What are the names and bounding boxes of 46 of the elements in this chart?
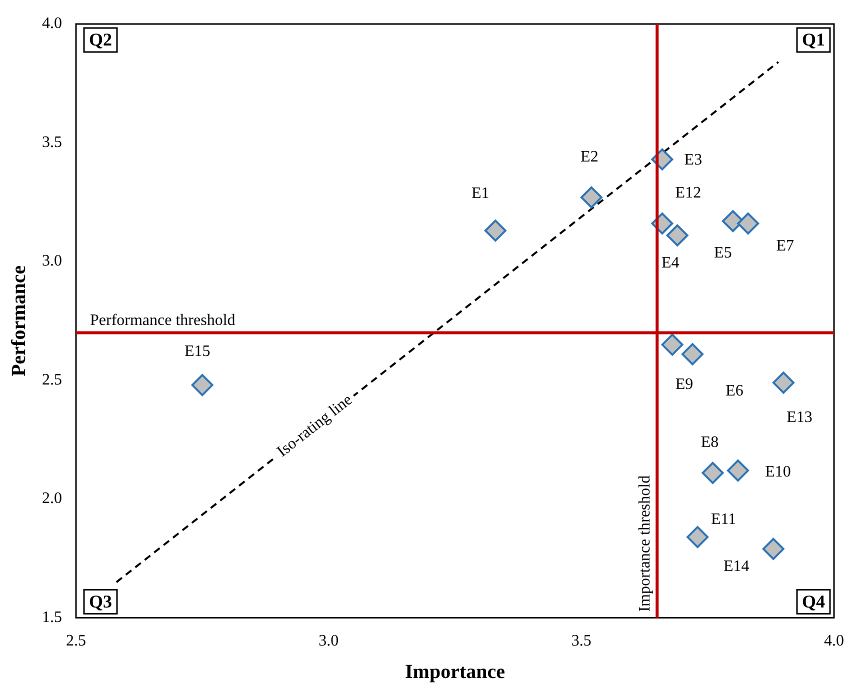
ref-line-label: Performance threshold [90, 312, 236, 329]
point [580, 186, 602, 208]
point [661, 334, 684, 356]
annotation: E4 [661, 254, 680, 272]
point [726, 460, 749, 482]
annotation: E1 [472, 184, 490, 202]
annotation: Q3 [88, 591, 112, 612]
point [682, 343, 704, 366]
annotation: Q4 [802, 591, 826, 612]
x-axis-title: Importance [405, 661, 506, 684]
annotation: E9 [675, 376, 694, 393]
annotation: E14 [723, 558, 750, 576]
annotation: E13 [786, 408, 812, 426]
annotation: E5 [714, 244, 732, 262]
point [191, 374, 214, 396]
annotation: Q1 [802, 30, 826, 50]
annotation: E15 [184, 343, 210, 360]
annotation: E11 [710, 511, 736, 528]
point [686, 526, 709, 548]
annotation: Q2 [88, 30, 112, 50]
x-tick-label: 4.0 [824, 632, 844, 650]
point [722, 210, 744, 232]
y-tick-label: 2.5 [42, 371, 62, 388]
point [772, 372, 794, 394]
annotation: E8 [700, 434, 719, 452]
point [737, 212, 760, 235]
annotation: E7 [776, 238, 794, 255]
y-tick-label: 1.5 [42, 609, 62, 626]
annotation: E2 [580, 148, 598, 166]
y-tick-label: 4.0 [42, 15, 62, 32]
annotation: E12 [675, 184, 702, 202]
x-tick-label: 3.5 [571, 632, 592, 650]
ref-line-label: Importance threshold [636, 475, 654, 612]
annotation: E10 [765, 464, 791, 481]
point [484, 220, 506, 242]
y-tick-label: 2.0 [42, 490, 62, 508]
annotation: E6 [726, 382, 744, 400]
annotation: E3 [684, 152, 702, 169]
x-tick-label: 2.5 [66, 632, 86, 650]
point [762, 538, 784, 560]
y-tick-label: 3.0 [42, 252, 62, 270]
point [702, 462, 724, 484]
y-axis-title: Performance [8, 265, 30, 376]
x-tick-label: 3.0 [318, 632, 339, 650]
y-tick-label: 3.5 [42, 134, 62, 151]
point [666, 224, 688, 246]
